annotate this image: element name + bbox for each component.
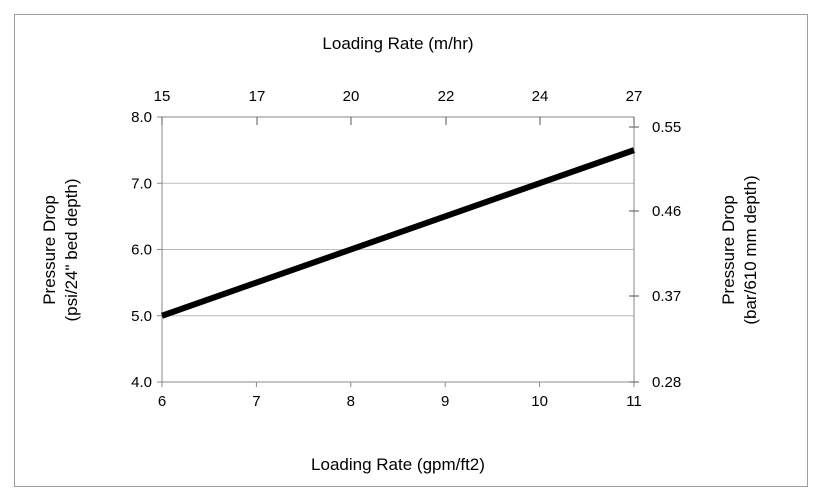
y-tick-label: 4.0 bbox=[131, 374, 152, 391]
y-axis-title: Pressure Drop (psi/24" bed depth) bbox=[40, 178, 81, 321]
y2-axis-title-line: (bar/610 mm depth) bbox=[741, 175, 760, 324]
x2-axis-title: Loading Rate (m/hr) bbox=[322, 34, 473, 53]
x-tick-label: 9 bbox=[441, 393, 449, 410]
pressure-drop-line bbox=[161, 147, 635, 319]
x-tick-label: 10 bbox=[531, 393, 548, 410]
y-axis-title-line: (psi/24" bed depth) bbox=[62, 178, 81, 321]
y2-tick-label: 0.37 bbox=[652, 288, 681, 305]
y-tick-label: 6.0 bbox=[131, 242, 152, 259]
x-tick-label: 8 bbox=[347, 393, 355, 410]
x2-tick-label: 15 bbox=[154, 88, 171, 105]
y2-axis-title-line: Pressure Drop bbox=[719, 195, 738, 305]
y-tick-label: 5.0 bbox=[131, 308, 152, 325]
x-tick-label: 6 bbox=[158, 393, 166, 410]
y-tick-label: 8.0 bbox=[131, 109, 152, 126]
x2-tick-label: 20 bbox=[343, 88, 360, 105]
y-axis-title-line: Pressure Drop bbox=[40, 195, 59, 305]
x2-tick-label: 27 bbox=[626, 88, 643, 105]
chart-frame bbox=[14, 14, 808, 487]
y2-axis-title: Pressure Drop (bar/610 mm depth) bbox=[719, 175, 760, 324]
x-axis-title: Loading Rate (gpm/ft2) bbox=[311, 455, 485, 474]
x-tick-label: 11 bbox=[626, 393, 642, 410]
x2-tick-label: 17 bbox=[249, 88, 266, 105]
y2-tick-label: 0.55 bbox=[652, 119, 681, 136]
x2-tick-label: 22 bbox=[438, 88, 455, 105]
y2-tick-label: 0.28 bbox=[652, 374, 681, 391]
y2-tick-label: 0.46 bbox=[652, 203, 681, 220]
x2-tick-label: 24 bbox=[532, 88, 549, 105]
y-tick-label: 7.0 bbox=[131, 175, 152, 192]
x-tick-label: 7 bbox=[252, 393, 260, 410]
